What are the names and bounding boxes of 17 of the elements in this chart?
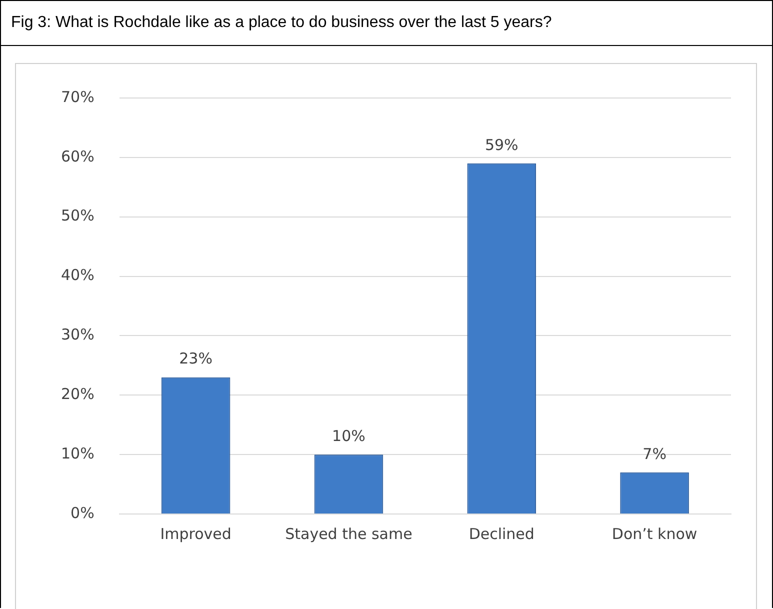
x-tick-label: Don’t know: [612, 524, 698, 543]
y-tick-label: 10%: [60, 444, 94, 462]
y-tick-label: 30%: [60, 326, 94, 344]
data-label: 59%: [484, 136, 518, 154]
x-tick-label: Declined: [468, 524, 534, 543]
chart-title: Fig 3: What is Rochdale like as a place to do business over the last 5 years?: [1, 1, 772, 46]
x-tick-label: Stayed the same: [285, 524, 412, 543]
y-tick-label: 40%: [60, 266, 94, 284]
data-label: 23%: [179, 350, 212, 368]
data-label: 10%: [332, 426, 366, 445]
y-tick-label: 70%: [60, 88, 94, 106]
y-tick-label: 60%: [60, 147, 94, 166]
x-tick-label: Improved: [160, 524, 232, 543]
data-label: 7%: [642, 444, 666, 463]
y-tick-label: 50%: [60, 206, 94, 225]
y-tick-label: 20%: [60, 385, 94, 404]
y-tick-label: 0%: [70, 504, 94, 522]
